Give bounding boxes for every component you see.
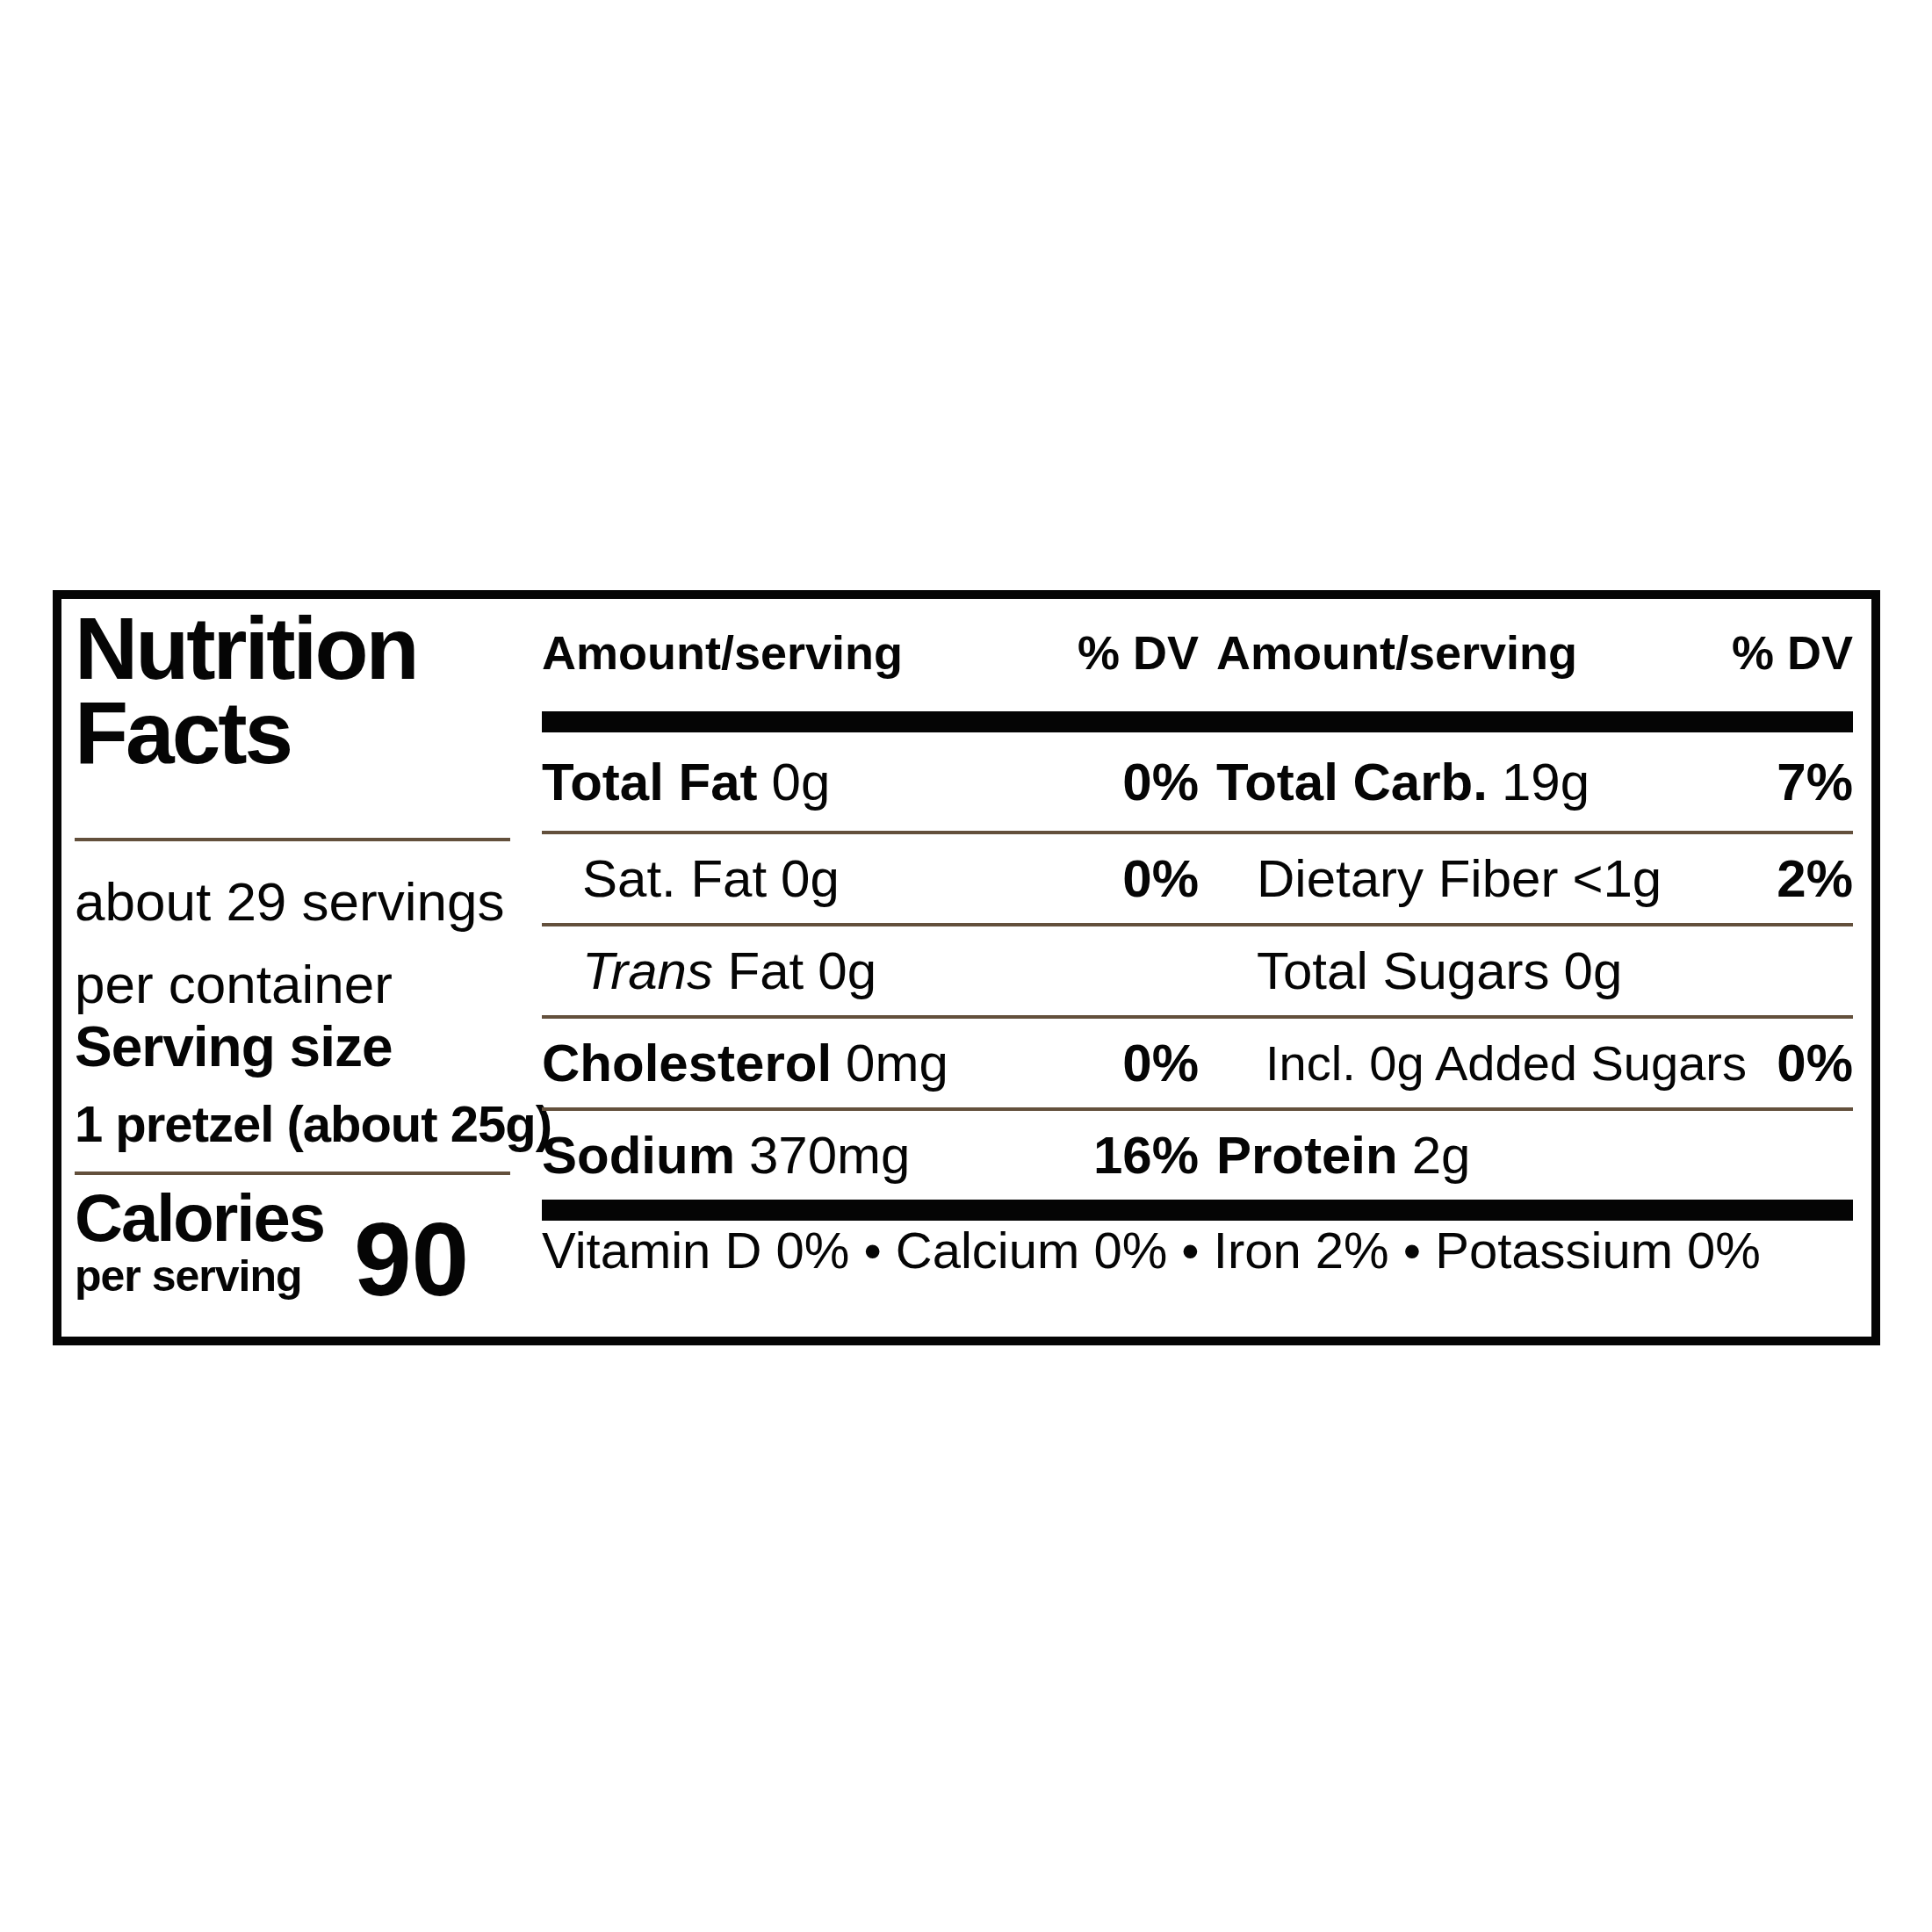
nutrition-facts-title: Nutrition Facts — [75, 606, 417, 775]
row4-right-cell: Incl. 0g Added Sugars 0% — [1216, 1033, 1853, 1093]
cholesterol-label: Cholesterol — [542, 1034, 832, 1092]
total-fat-value: 0g — [772, 753, 831, 811]
total-carb-label: Total Carb. — [1216, 753, 1488, 811]
dietary-fiber-dv: 2% — [1777, 848, 1853, 909]
calories-label: Calories — [75, 1186, 324, 1251]
row1-right-cell: Total Carb.19g 7% — [1216, 752, 1853, 812]
table-row: Cholesterol0mg 0% Incl. 0g Added Sugars … — [542, 1015, 1853, 1107]
cholesterol-dv: 0% — [1122, 1033, 1199, 1093]
sat-fat-dv: 0% — [1122, 848, 1199, 909]
serving-size-value: 1 pretzel (about 25g) — [75, 1098, 551, 1150]
nutrition-facts-label: Nutrition Facts about 29 servings per co… — [53, 590, 1880, 1345]
row3-left-cell: Trans Fat0g — [542, 941, 1199, 1001]
total-fat-dv: 0% — [1122, 752, 1199, 812]
row3-right-cell: Total Sugars0g — [1216, 941, 1853, 1001]
calories-per-serving-label: per serving — [75, 1251, 324, 1301]
header-separator-bar — [542, 711, 1853, 732]
sat-fat-value: 0g — [781, 849, 840, 908]
table-row: Trans Fat0g Total Sugars0g — [542, 923, 1853, 1015]
header-amount-left: Amount/serving — [542, 625, 903, 680]
sat-fat-label: Sat. Fat — [582, 849, 767, 908]
row2-right-nutrient: Dietary Fiber<1g — [1216, 848, 1662, 909]
table-header-row: Amount/serving % DV Amount/serving % DV — [542, 599, 1853, 711]
header-dv-left: % DV — [1078, 625, 1199, 680]
trans-fat-value: 0g — [818, 941, 876, 1000]
header-left-half: Amount/serving % DV — [542, 625, 1199, 680]
sodium-value: 370mg — [749, 1126, 910, 1185]
total-carb-value: 19g — [1502, 753, 1590, 811]
dietary-fiber-value: <1g — [1572, 849, 1662, 908]
table-row: Sat. Fat0g 0% Dietary Fiber<1g 2% — [542, 831, 1853, 923]
row1-left-cell: Total Fat0g 0% — [542, 752, 1199, 812]
title-line-2: Facts — [75, 690, 417, 775]
sodium-dv: 16% — [1093, 1125, 1199, 1186]
header-amount-right: Amount/serving — [1216, 625, 1577, 680]
added-sugars-dv: 0% — [1777, 1033, 1853, 1093]
total-carb-dv: 7% — [1777, 752, 1853, 812]
vitamins-footer: Vitamin D 0% • Calcium 0% • Iron 2% • Po… — [542, 1221, 1853, 1280]
added-sugars-label: Incl. 0g Added Sugars — [1216, 1034, 1747, 1092]
left-divider-bottom — [75, 1171, 510, 1175]
row1-left-nutrient: Total Fat0g — [542, 752, 830, 812]
row2-left-nutrient: Sat. Fat0g — [542, 848, 840, 909]
trans-fat-italic-label: Trans — [582, 941, 713, 1000]
total-sugars-label: Total Sugars — [1257, 941, 1550, 1000]
dietary-fiber-label: Dietary Fiber — [1257, 849, 1558, 908]
total-fat-label: Total Fat — [542, 753, 758, 811]
vitamins-text: Vitamin D 0% • Calcium 0% • Iron 2% • Po… — [542, 1221, 1761, 1280]
row3-left-nutrient: Trans Fat0g — [542, 941, 876, 1001]
total-sugars-value: 0g — [1564, 941, 1623, 1000]
trans-fat-label: Fat — [728, 941, 804, 1000]
row5-right-nutrient: Protein2g — [1216, 1125, 1470, 1186]
sodium-label: Sodium — [542, 1126, 735, 1185]
row1-right-nutrient: Total Carb.19g — [1216, 752, 1590, 812]
row5-left-cell: Sodium370mg 16% — [542, 1125, 1199, 1186]
row3-right-nutrient: Total Sugars0g — [1216, 941, 1622, 1001]
table-row: Total Fat0g 0% Total Carb.19g 7% — [542, 732, 1853, 831]
servings-per-container: about 29 servings per container — [75, 861, 504, 1026]
calories-value: 90 — [354, 1217, 469, 1301]
servings-line-2: per container — [75, 943, 504, 1026]
left-divider-top — [75, 838, 510, 841]
servings-line-1: about 29 servings — [75, 861, 504, 943]
row5-left-nutrient: Sodium370mg — [542, 1125, 910, 1186]
row4-left-cell: Cholesterol0mg 0% — [542, 1033, 1199, 1093]
serving-size-label: Serving size — [75, 1019, 393, 1075]
calories-row: Calories per serving 90 — [75, 1186, 469, 1301]
protein-label: Protein — [1216, 1126, 1398, 1185]
table-row: Sodium370mg 16% Protein2g — [542, 1107, 1853, 1200]
title-line-1: Nutrition — [75, 606, 417, 690]
row4-left-nutrient: Cholesterol0mg — [542, 1033, 948, 1093]
header-right-half: Amount/serving % DV — [1216, 625, 1853, 680]
protein-value: 2g — [1412, 1126, 1471, 1185]
row2-left-cell: Sat. Fat0g 0% — [542, 848, 1199, 909]
row5-right-cell: Protein2g — [1216, 1125, 1853, 1186]
header-dv-right: % DV — [1732, 625, 1853, 680]
nutrient-table: Amount/serving % DV Amount/serving % DV … — [542, 599, 1853, 1280]
cholesterol-value: 0mg — [846, 1034, 948, 1092]
footer-separator-bar — [542, 1200, 1853, 1221]
calories-label-block: Calories per serving — [75, 1186, 324, 1301]
row2-right-cell: Dietary Fiber<1g 2% — [1216, 848, 1853, 909]
